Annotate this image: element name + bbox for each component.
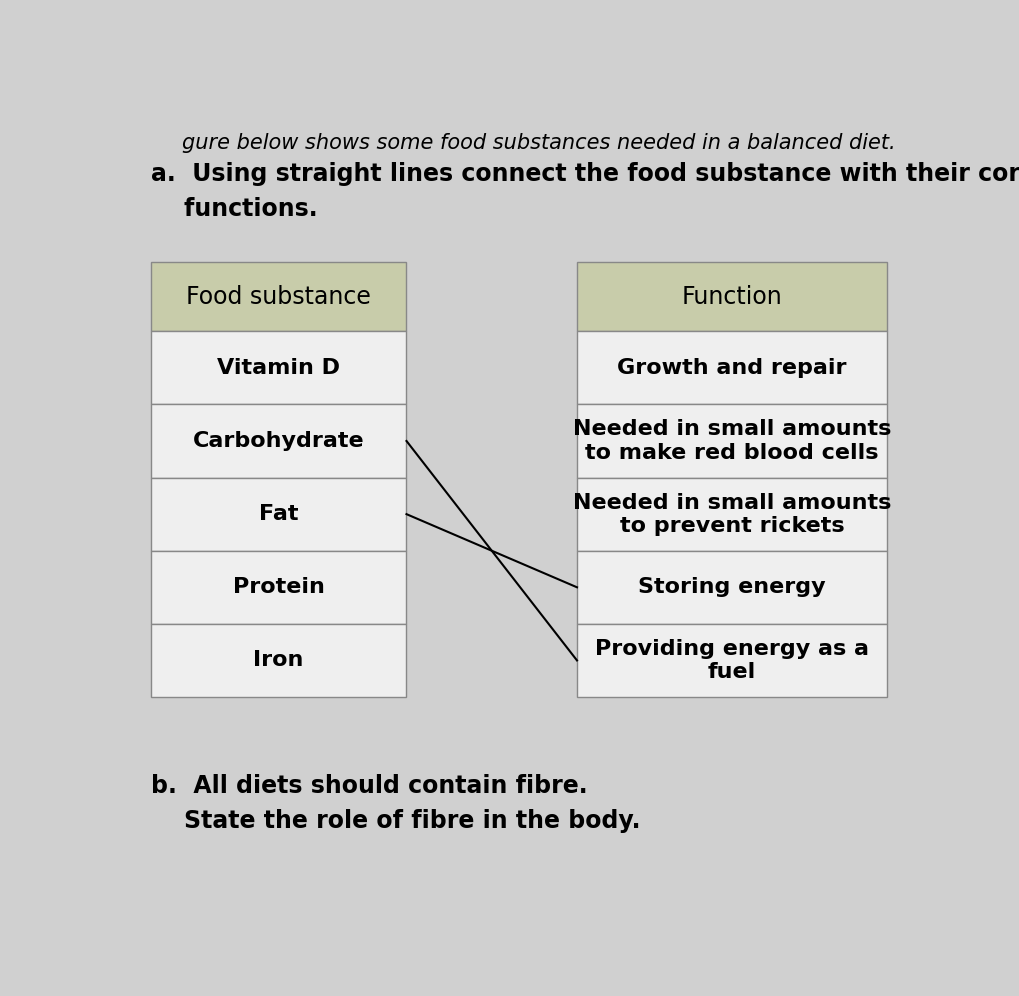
Bar <box>151 623 407 697</box>
Text: Protein: Protein <box>232 578 324 598</box>
Text: Carbohydrate: Carbohydrate <box>193 431 364 451</box>
Bar <box>151 477 407 551</box>
Text: Storing energy: Storing energy <box>638 578 825 598</box>
Text: Needed in small amounts
to make red blood cells: Needed in small amounts to make red bloo… <box>573 419 891 462</box>
Bar <box>151 551 407 623</box>
Bar <box>577 623 887 697</box>
Text: Providing energy as a
fuel: Providing energy as a fuel <box>594 638 868 682</box>
Text: Iron: Iron <box>253 650 304 670</box>
Text: Needed in small amounts
to prevent rickets: Needed in small amounts to prevent ricke… <box>573 493 891 536</box>
Text: b.  All diets should contain fibre.: b. All diets should contain fibre. <box>151 774 587 798</box>
Bar <box>151 404 407 477</box>
Text: Food substance: Food substance <box>186 285 371 309</box>
Text: State the role of fibre in the body.: State the role of fibre in the body. <box>151 809 640 833</box>
Text: Fat: Fat <box>259 504 299 524</box>
Text: Function: Function <box>681 285 782 309</box>
Bar <box>577 404 887 477</box>
Bar <box>577 262 887 332</box>
Text: a.  Using straight lines connect the food substance with their correct: a. Using straight lines connect the food… <box>151 162 1019 186</box>
Bar <box>577 477 887 551</box>
Bar <box>151 262 407 332</box>
Bar <box>577 332 887 404</box>
Text: gure below shows some food substances needed in a balanced diet.: gure below shows some food substances ne… <box>181 133 895 153</box>
Bar <box>151 332 407 404</box>
Text: Vitamin D: Vitamin D <box>217 358 339 377</box>
Text: functions.: functions. <box>151 196 317 220</box>
Text: Growth and repair: Growth and repair <box>616 358 846 377</box>
Bar <box>577 551 887 623</box>
